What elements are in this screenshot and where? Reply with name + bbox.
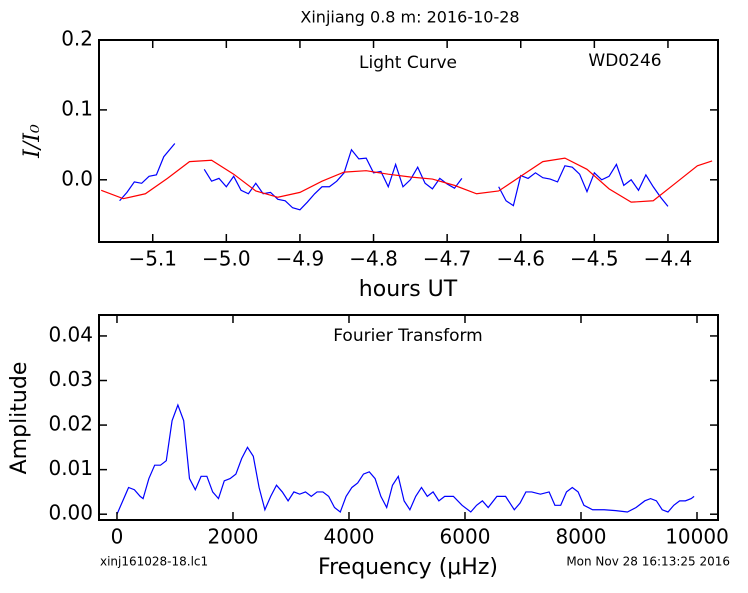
file-name: xinj161028-18.lc1 (100, 555, 208, 569)
plot-frame (98, 39, 719, 243)
x-tick-label: −4.6 (496, 247, 545, 271)
y-axis-label: Amplitude (7, 362, 32, 475)
y-tick-label: 0.01 (48, 456, 93, 480)
y-tick-label: 0.02 (48, 412, 93, 436)
y-tick-label: 0.00 (48, 501, 93, 525)
x-tick-label: 0 (111, 525, 124, 549)
x-tick-label: −5.1 (128, 247, 177, 271)
x-tick-label: −5.0 (202, 247, 251, 271)
y-tick-label: 0.04 (48, 322, 93, 346)
x-tick-label: −4.5 (570, 247, 619, 271)
x-tick-label: −4.8 (349, 247, 398, 271)
x-tick-label: 2000 (208, 525, 259, 549)
x-tick-label: 6000 (440, 525, 491, 549)
y-tick-label: 0.2 (61, 27, 93, 51)
data-line (116, 403, 695, 515)
annotation: WD0246 (588, 51, 661, 71)
data-line (119, 143, 669, 211)
x-axis-label: hours UT (359, 277, 458, 302)
x-tick-label: −4.9 (276, 247, 325, 271)
y-tick-label: 0.1 (61, 96, 93, 120)
chart-title: Xinjiang 0.8 m: 2016-10-28 (300, 8, 519, 27)
x-tick-label: −4.4 (644, 247, 693, 271)
annotation: Fourier Transform (333, 326, 482, 346)
x-tick-label: −4.7 (423, 247, 472, 271)
timestamp: Mon Nov 28 16:13:25 2016 (566, 555, 730, 569)
y-tick-label: 0.03 (48, 367, 93, 391)
x-tick-label: 10000 (665, 525, 729, 549)
x-tick-label: 8000 (556, 525, 607, 549)
plot-frame (98, 314, 719, 521)
y-axis-label: I/I₀ (20, 124, 45, 159)
annotation: Light Curve (359, 53, 457, 73)
data-line (100, 157, 713, 203)
y-tick-label: 0.0 (61, 166, 93, 190)
x-axis-label: Frequency (μHz) (318, 555, 498, 580)
x-tick-label: 4000 (324, 525, 375, 549)
